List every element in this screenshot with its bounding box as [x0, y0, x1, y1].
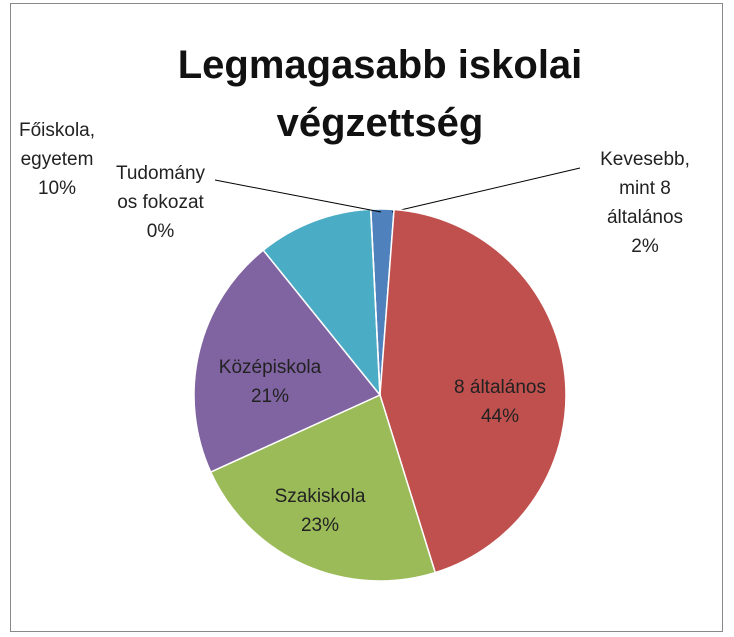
pie-slice	[379, 208, 567, 574]
value-label: 44%	[480, 406, 520, 427]
leader-line	[214, 179, 382, 213]
value-label: 21%	[250, 386, 290, 407]
value-label: 2%	[631, 236, 659, 257]
pie-slice	[209, 393, 437, 582]
category-label: Szakiskola	[274, 486, 366, 507]
data-label: Középiskola 21%	[200, 353, 340, 411]
category-label: Főiskola, egyetem	[18, 120, 96, 170]
data-label: Szakiskola 23%	[250, 482, 390, 540]
data-label: Főiskola, egyetem 10%	[12, 116, 102, 203]
data-label: Tudományos fokozat 0%	[112, 159, 209, 246]
category-label: Kevesebb, mint 8 általános	[600, 149, 690, 228]
data-label: Kevesebb, mint 8 általános 2%	[595, 145, 695, 261]
pie-slice	[193, 249, 382, 474]
leader-line	[391, 167, 581, 213]
value-label: 0%	[146, 221, 175, 242]
data-label: 8 általános 44%	[440, 373, 560, 431]
category-label: 8 általános	[454, 377, 546, 398]
value-label: 23%	[300, 515, 340, 536]
pie-slice	[262, 208, 381, 398]
value-label: 10%	[37, 178, 77, 199]
category-label: Középiskola	[218, 357, 322, 378]
chart-title: Legmagasabb iskolai végzettség	[177, 43, 583, 145]
category-label: Tudományos fokozat	[115, 163, 206, 213]
